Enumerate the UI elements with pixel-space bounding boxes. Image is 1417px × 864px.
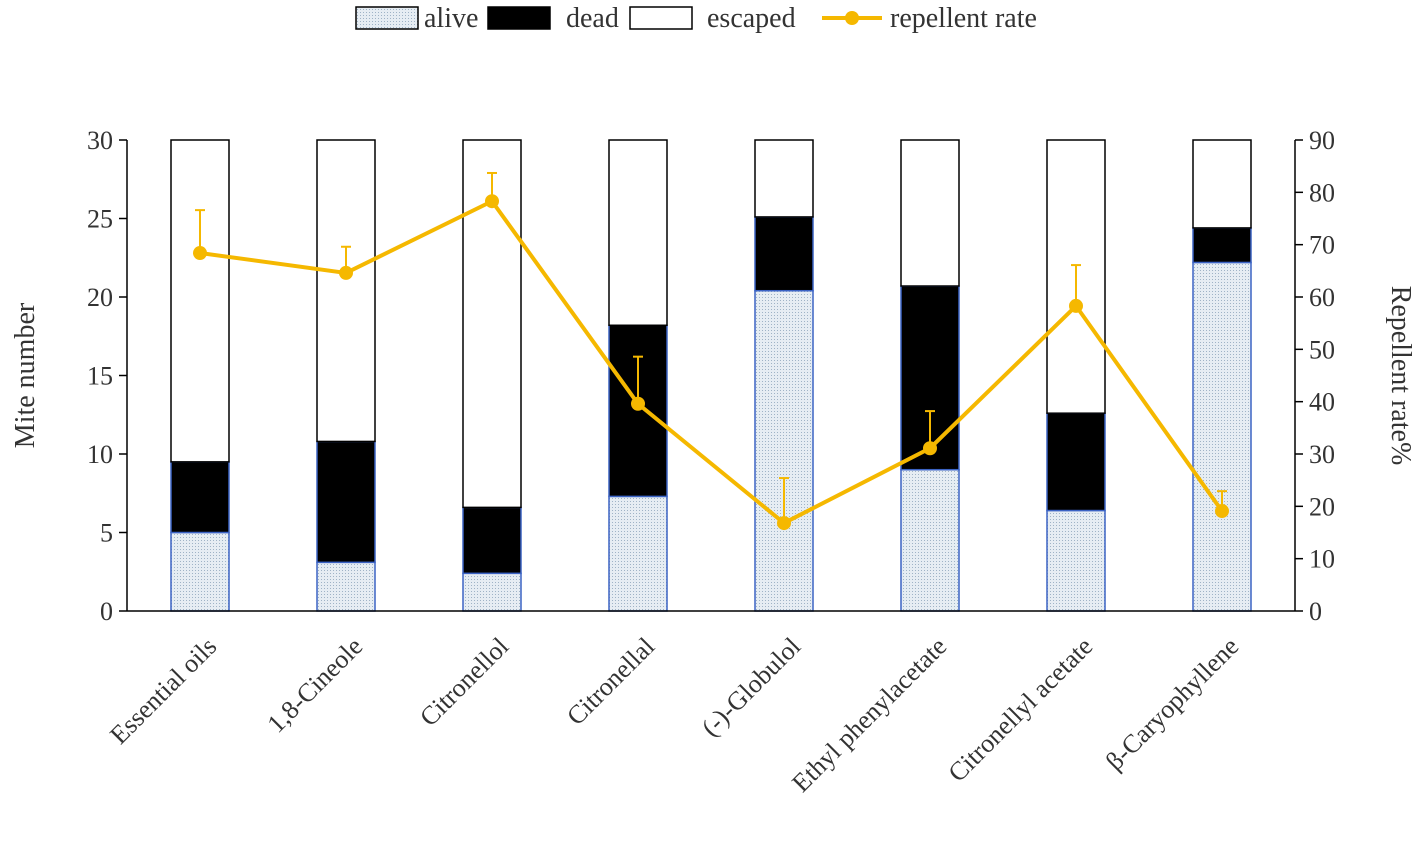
y2-tick-label: 50 (1309, 335, 1335, 364)
legend-swatch-dead (487, 6, 551, 30)
legend-label-repellent-rate: repellent rate (890, 3, 1037, 34)
x-tick-label: Citronellal (561, 632, 660, 731)
x-tick-label: (-)-Globulol (696, 632, 806, 742)
repellent-rate-point (631, 396, 645, 411)
y2-tick-label: 20 (1309, 492, 1335, 521)
bar-escaped (608, 139, 668, 327)
x-tick-label: Citronellyl acetate (942, 632, 1098, 788)
y-tick-label: 0 (100, 597, 113, 626)
repellent-rate-point (1215, 504, 1229, 519)
repellent-line (193, 171, 1229, 531)
y-tick-label: 25 (87, 205, 113, 234)
bar-dead (1192, 227, 1252, 264)
bar-escaped (754, 139, 814, 218)
repellent-rate-point (485, 194, 499, 209)
bar-escaped (316, 139, 376, 443)
y2-tick-label: 90 (1309, 126, 1335, 155)
repellent-rate-point (923, 441, 937, 456)
bar-alive (170, 531, 230, 612)
repellent-rate-point (193, 246, 207, 261)
bar-escaped (170, 139, 230, 463)
bar-dead (170, 461, 230, 534)
y-tick-label: 10 (87, 440, 113, 469)
y2-tick-label: 30 (1309, 440, 1335, 469)
x-tick-label: Ethyl phenylacetate (786, 632, 952, 798)
legend: alive dead escaped repellent rate (355, 3, 1037, 34)
repellent-rate-point (777, 516, 791, 531)
bar-alive (1046, 509, 1106, 612)
bar-alive (462, 572, 522, 612)
bar-escaped (900, 139, 960, 287)
bar-alive (1192, 261, 1252, 612)
y2-tick-label: 70 (1309, 231, 1335, 260)
legend-label-escaped: escaped (707, 3, 796, 34)
bar-alive (900, 468, 960, 612)
legend-label-alive: alive (424, 3, 478, 34)
y-tick-label: 5 (100, 519, 113, 548)
repellent-rate-point (1069, 298, 1083, 313)
y-tick-label: 30 (87, 126, 113, 155)
legend-label-dead: dead (566, 3, 619, 34)
bar-dead (754, 216, 814, 292)
bar-escaped (1192, 139, 1252, 229)
y2-axis-label: Repellent rate% (1385, 286, 1416, 466)
legend-swatch-marker (845, 11, 859, 25)
bar-alive (608, 495, 668, 612)
bar-dead (608, 324, 668, 498)
y-axis-label: Mite number (10, 302, 41, 448)
bar-dead (462, 506, 522, 575)
repellent-rate-point (339, 265, 353, 280)
y2-tick-label: 0 (1309, 597, 1322, 626)
x-tick-label: Citronellol (414, 632, 514, 732)
y2-tick-label: 40 (1309, 388, 1335, 417)
x-tick-label: 1,8-Cineole (261, 632, 368, 739)
y-tick-label: 20 (87, 283, 113, 312)
y-tick-label: 15 (87, 362, 113, 391)
bar-dead (316, 440, 376, 564)
bar-alive (754, 289, 814, 612)
x-tick-label: Essential oils (104, 632, 222, 750)
bars (170, 139, 1252, 612)
y2-tick-label: 10 (1309, 545, 1335, 574)
legend-swatch-escaped (629, 6, 693, 30)
x-tick-label: β-Caryophyllene (1100, 632, 1244, 776)
legend-swatch-alive (355, 6, 419, 30)
y2-tick-label: 60 (1309, 283, 1335, 312)
repellent-rate-line (199, 198, 1224, 526)
y2-tick-label: 80 (1309, 178, 1335, 207)
bar-alive (316, 561, 376, 612)
bar-dead (1046, 412, 1106, 512)
